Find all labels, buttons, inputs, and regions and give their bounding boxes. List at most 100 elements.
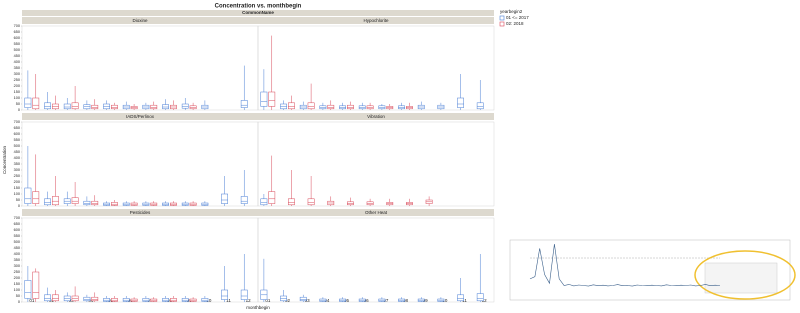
x-tick-label: 05	[344, 298, 350, 303]
legend-swatch	[499, 15, 505, 21]
x-tick-label: 02	[285, 298, 291, 303]
y-tick-label: 550	[14, 42, 20, 46]
panel-frame	[21, 121, 259, 207]
x-tick-label: 11	[462, 298, 467, 303]
legend-label: 02: 2018	[506, 21, 524, 26]
box	[32, 97, 40, 110]
box	[201, 298, 209, 302]
box	[268, 91, 276, 107]
x-tick-label: 09	[187, 298, 193, 303]
panel-strip	[22, 113, 258, 120]
inset-chart	[509, 239, 796, 301]
box	[240, 100, 248, 108]
x-tick-label: 07	[147, 298, 153, 303]
box	[358, 105, 366, 110]
box	[83, 104, 91, 110]
box	[339, 105, 346, 110]
box	[111, 202, 118, 206]
box	[91, 104, 99, 110]
tooltip	[704, 262, 778, 294]
box	[288, 102, 295, 110]
panel-title: Dioxine	[132, 18, 148, 23]
panel-title: Pesticides	[130, 210, 151, 215]
inset-line	[529, 243, 721, 287]
header-label: CommonName	[242, 10, 274, 15]
y-tick-label: 150	[14, 90, 20, 94]
box	[476, 293, 484, 302]
y-tick-label: 50	[16, 102, 20, 106]
panel-strip	[258, 17, 494, 24]
x-tick-label: 08	[403, 298, 409, 303]
y-tick-label: 650	[14, 30, 20, 34]
y-tick-label: 700	[14, 24, 20, 28]
x-tick-label: 03	[69, 298, 75, 303]
box	[240, 196, 248, 204]
box	[32, 191, 40, 204]
box	[366, 105, 374, 110]
panel-strip	[22, 209, 258, 216]
x-tick-label: 01	[265, 298, 271, 303]
y-tick-label: 700	[14, 120, 20, 124]
y-tick-label: 350	[14, 258, 20, 262]
y-tick-label: 300	[14, 72, 20, 76]
panel-frame	[257, 25, 495, 111]
box	[347, 201, 354, 206]
y-tick-label: 0	[18, 204, 20, 208]
panel-frame	[21, 25, 259, 111]
y-tick-label: 0	[18, 300, 20, 304]
y-tick-label: 0	[18, 108, 20, 112]
box	[103, 298, 110, 302]
x-tick-label: 07	[383, 298, 389, 303]
panel-title: Other Heat	[365, 210, 388, 215]
y-tick-label: 200	[14, 180, 20, 184]
y-tick-label: 600	[14, 228, 20, 232]
box	[111, 104, 118, 110]
x-tick-label: 08	[167, 298, 173, 303]
box	[91, 200, 99, 206]
box	[83, 200, 91, 206]
box	[366, 201, 374, 206]
y-tick-label: 50	[16, 294, 20, 298]
box	[44, 198, 51, 206]
box	[221, 289, 228, 300]
box	[63, 103, 71, 110]
box	[162, 298, 169, 302]
box	[398, 105, 405, 110]
x-tick-label: 10	[442, 298, 448, 303]
y-tick-label: 500	[14, 240, 20, 244]
legend-swatch	[499, 21, 505, 27]
header-strip	[22, 10, 494, 16]
x-tick-label: 01	[29, 298, 35, 303]
x-tick-label: 04	[324, 298, 330, 303]
y-tick-label: 500	[14, 48, 20, 52]
panel-title: Hypochlorite	[363, 18, 389, 23]
panel-title: IADS/Perlinox	[126, 114, 155, 119]
box	[299, 296, 307, 302]
box	[142, 298, 150, 302]
panel-frame	[21, 217, 259, 303]
x-tick-label: 10	[206, 298, 212, 303]
box	[24, 97, 32, 108]
y-tick-label: 150	[14, 282, 20, 286]
x-tick-label: 06	[364, 298, 370, 303]
x-tick-label: 02	[49, 298, 55, 303]
box	[71, 102, 79, 110]
box	[52, 294, 59, 302]
y-tick-label: 350	[14, 162, 20, 166]
box	[457, 97, 464, 108]
legend-title: yearbegin2	[500, 9, 523, 14]
box	[52, 196, 59, 206]
y-tick-label: 100	[14, 192, 20, 196]
x-tick-label: 03	[305, 298, 311, 303]
y-tick-label: 150	[14, 186, 20, 190]
box	[307, 102, 315, 110]
x-tick-label: 06	[128, 298, 134, 303]
y-tick-label: 100	[14, 96, 20, 100]
y-tick-label: 600	[14, 36, 20, 40]
box	[260, 91, 268, 107]
x-tick-label: 09	[423, 298, 429, 303]
box	[189, 105, 197, 110]
box	[24, 187, 32, 204]
panel-frame	[257, 121, 495, 207]
box	[162, 104, 169, 110]
